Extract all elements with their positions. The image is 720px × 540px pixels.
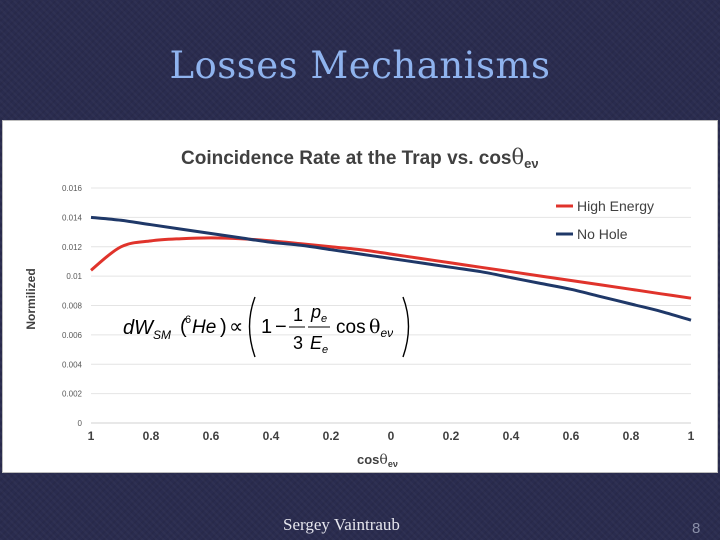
y-tick-label: 0 [78, 419, 83, 428]
y-tick-label: 0.006 [62, 331, 83, 340]
line-chart: Coincidence Rate at the Trap vs. cosθeν … [24, 145, 695, 469]
svg-text:θeν: θeν [369, 316, 393, 340]
x-tick-labels: 1 0.8 0.6 0.4 0.2 0 0.2 0.4 0.6 0.8 1 [88, 429, 695, 443]
y-tick-label: 0.01 [66, 272, 82, 281]
svg-text:1: 1 [261, 316, 272, 338]
y-tick-label: 0.008 [62, 302, 83, 311]
chart-panel: Coincidence Rate at the Trap vs. cosθeν … [2, 120, 718, 473]
y-tick-labels: 0 0.002 0.004 0.006 0.008 0.01 0.012 0.014 0.016 [62, 184, 83, 428]
y-tick-label: 0.016 [62, 184, 83, 193]
series-line-high-energy [90, 236, 692, 300]
x-tick-label: 0.6 [203, 429, 220, 443]
chart-title: Coincidence Rate at the Trap vs. cosθeν [181, 145, 539, 171]
x-axis-label: cosθeν [357, 452, 398, 469]
y-axis-label: Normilized [24, 268, 38, 329]
y-tick-label: 0.014 [62, 213, 83, 222]
x-tick-label: 0.4 [503, 429, 520, 443]
y-tick-label: 0.012 [62, 243, 83, 252]
y-tick-label: 0.002 [62, 390, 83, 399]
svg-text:cos: cos [336, 317, 366, 338]
svg-text:dWSM: dWSM [123, 317, 171, 342]
legend-label-no-hole: No Hole [577, 226, 628, 242]
x-tick-label: 0.2 [443, 429, 460, 443]
svg-text:Ee: Ee [310, 333, 328, 356]
footer-author: Sergey Vaintraub [283, 515, 400, 534]
svg-text:∝: ∝ [229, 316, 243, 338]
x-tick-label: 0.6 [563, 429, 580, 443]
x-tick-label: 0.4 [263, 429, 280, 443]
legend: High Energy No Hole [556, 198, 654, 242]
svg-text:He: He [192, 317, 216, 338]
y-tick-label: 0.004 [62, 360, 83, 369]
y-gridlines [91, 187, 691, 424]
series-line-no-hole [90, 215, 692, 322]
page-number: 8 [692, 520, 701, 537]
svg-text:(: ( [180, 316, 187, 338]
x-tick-label: 1 [688, 429, 695, 443]
svg-text:−: − [275, 316, 287, 338]
svg-text:): ) [220, 316, 227, 338]
x-tick-label: 1 [88, 429, 95, 443]
svg-text:pe: pe [310, 302, 327, 325]
x-tick-label: 0.2 [323, 429, 340, 443]
svg-text:6: 6 [185, 314, 191, 326]
slide-title: Losses Mechanisms [169, 44, 551, 87]
x-tick-label: 0.8 [623, 429, 640, 443]
x-tick-label: 0.8 [143, 429, 160, 443]
x-tick-label: 0 [388, 429, 395, 443]
formula-annotation: dWSM ( 6 He ) ∝ 1 − 1 3 pe Ee cos θeν [123, 296, 410, 358]
svg-text:3: 3 [293, 333, 303, 353]
series-lines [90, 215, 692, 322]
legend-label-high-energy: High Energy [577, 198, 654, 214]
svg-text:1: 1 [293, 305, 303, 325]
